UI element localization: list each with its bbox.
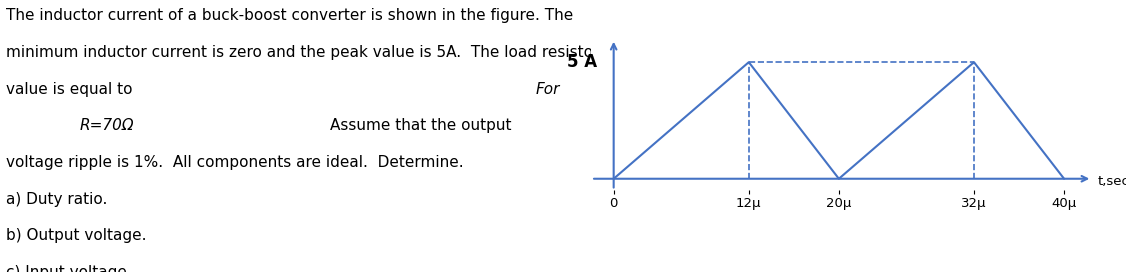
- Text: The inductor current of a buck-boost converter is shown in the figure. The: The inductor current of a buck-boost con…: [6, 8, 573, 23]
- Text: For: For: [536, 82, 560, 97]
- Text: value is equal to: value is equal to: [6, 82, 132, 97]
- Text: R=70Ω: R=70Ω: [80, 118, 134, 133]
- Text: c) Input voltage: c) Input voltage: [6, 265, 126, 272]
- Text: 5 A: 5 A: [566, 53, 597, 71]
- Text: minimum inductor current is zero and the peak value is 5A.  The load resistor: minimum inductor current is zero and the…: [6, 45, 599, 60]
- Text: voltage ripple is 1%.  All components are ideal.  Determine.: voltage ripple is 1%. All components are…: [6, 155, 463, 170]
- Text: t,sec: t,sec: [1098, 175, 1126, 188]
- Text: a) Duty ratio.: a) Duty ratio.: [6, 192, 107, 207]
- Text: b) Output voltage.: b) Output voltage.: [6, 228, 146, 243]
- Text: Assume that the output: Assume that the output: [330, 118, 511, 133]
